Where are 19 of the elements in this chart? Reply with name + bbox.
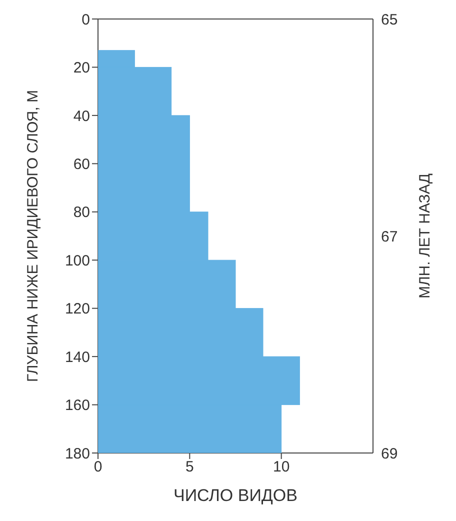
y-tick-label: 180 — [64, 445, 90, 462]
y-tick-label: 0 — [82, 11, 90, 28]
y-tick-label: 20 — [73, 60, 90, 77]
y2-axis-title: МЛН. ЛЕТ НАЗАД — [416, 173, 434, 299]
y2-tick-label: 69 — [381, 445, 398, 462]
y2-tick-label: 67 — [381, 228, 398, 246]
y-axis-title: ГЛУБИНА НИЖЕ ИРИДИЕВОГО СЛОЯ, М — [24, 90, 42, 382]
x-tick-label: 10 — [272, 458, 290, 476]
y-tick-label: 120 — [64, 300, 90, 318]
y-tick-label: 100 — [64, 252, 90, 270]
y-tick-label: 140 — [64, 348, 90, 366]
y-tick-label: 40 — [73, 108, 90, 125]
x-axis-title: ЧИСЛО ВИДОВ — [174, 486, 298, 505]
y2-tick-label: 65 — [381, 11, 398, 28]
x-tick-label: 0 — [94, 458, 102, 476]
y-tick-label: 160 — [64, 397, 90, 414]
x-tick-label: 5 — [185, 458, 194, 476]
y-tick-label: 80 — [73, 204, 90, 222]
y-tick-label: 60 — [73, 156, 90, 173]
